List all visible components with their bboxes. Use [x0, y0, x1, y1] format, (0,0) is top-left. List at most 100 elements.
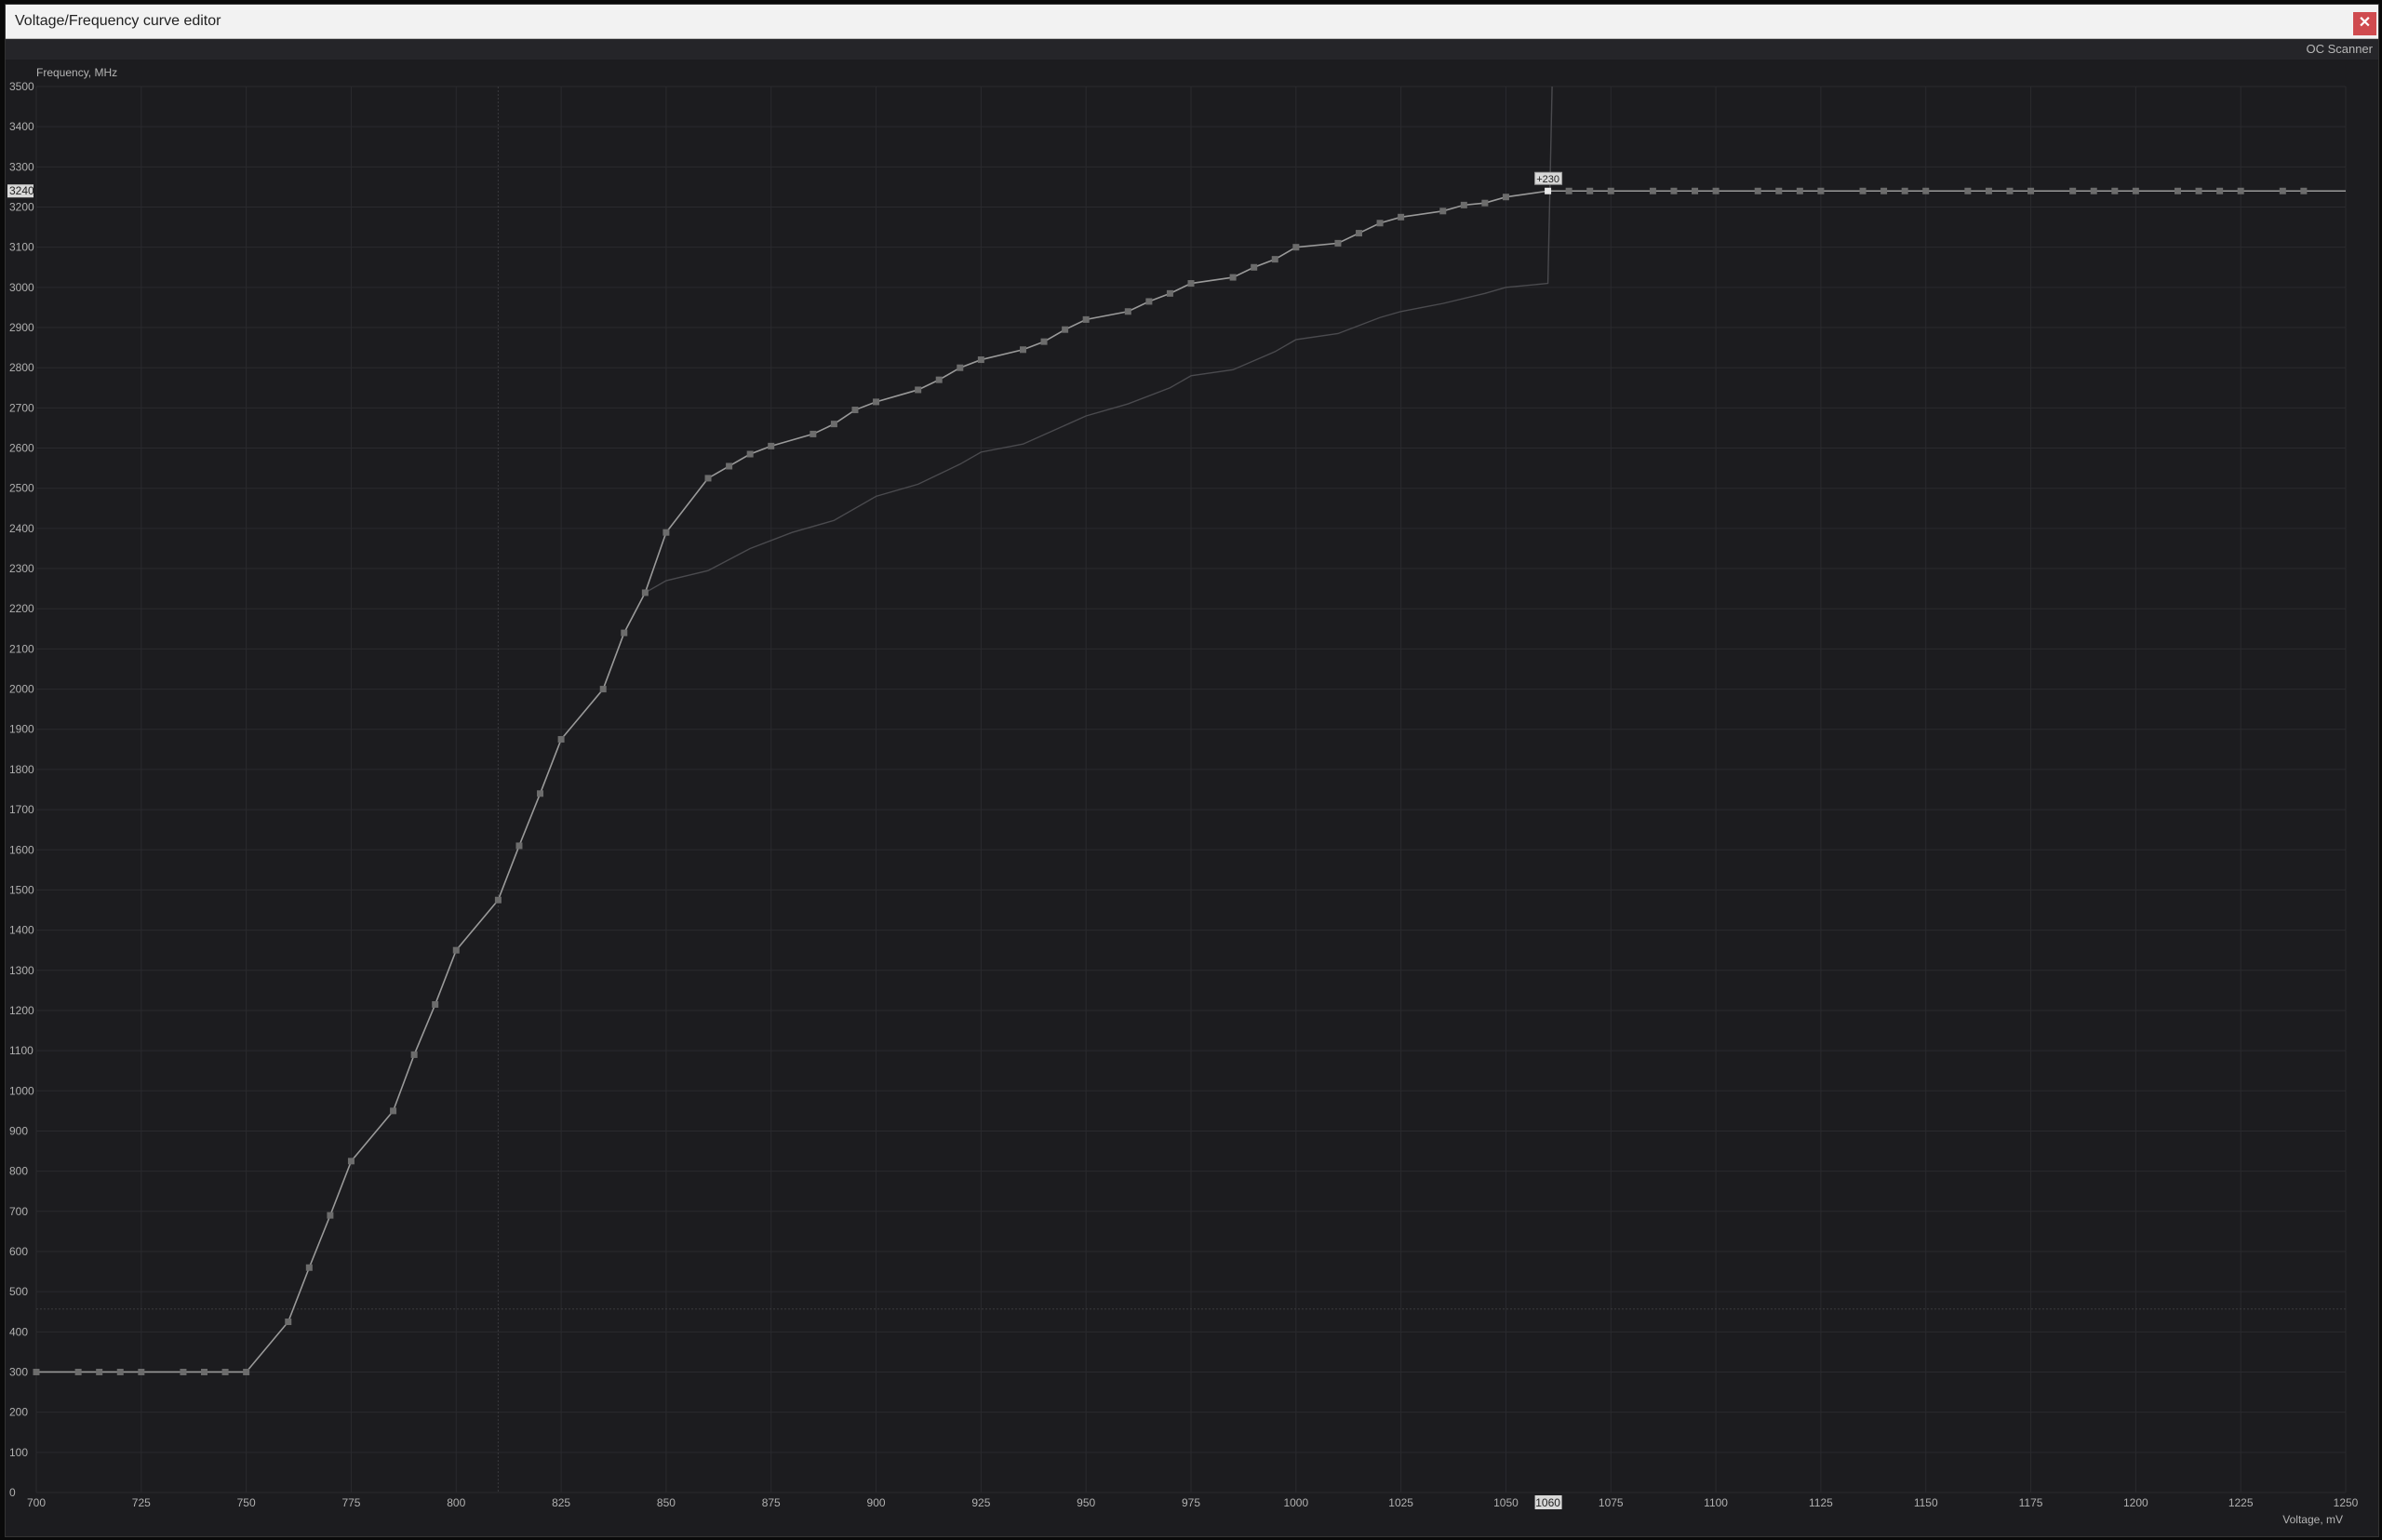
curve-point[interactable] — [1271, 256, 1278, 263]
curve-point[interactable] — [494, 896, 502, 904]
curve-point[interactable] — [1754, 187, 1761, 194]
curve-point[interactable] — [1460, 201, 1467, 208]
curve-point[interactable] — [1334, 239, 1342, 247]
curve-point[interactable] — [977, 356, 984, 364]
curve-point[interactable] — [1376, 220, 1384, 227]
curve-point[interactable] — [851, 407, 859, 414]
curve-point[interactable] — [1439, 208, 1447, 215]
curve-point[interactable] — [221, 1368, 229, 1375]
y-tick-label: 3000 — [9, 281, 34, 294]
curve-point[interactable] — [305, 1264, 313, 1271]
curve-point[interactable] — [116, 1368, 124, 1375]
curve-point[interactable] — [1692, 187, 1699, 194]
oc-scanner-button[interactable]: OC Scanner — [2306, 42, 2373, 56]
curve-point[interactable] — [1649, 187, 1656, 194]
y-tick-label: 3500 — [9, 80, 34, 93]
curve-point[interactable] — [1712, 187, 1720, 194]
curve-point[interactable] — [1019, 346, 1026, 354]
curve-point[interactable] — [33, 1368, 40, 1375]
curve-points[interactable] — [33, 187, 2308, 1375]
x-tick-label: 1025 — [1388, 1496, 1413, 1509]
curve-point[interactable] — [2216, 187, 2224, 194]
title-bar[interactable]: Voltage/Frequency curve editor ✕ — [6, 5, 2378, 39]
curve-point[interactable] — [1502, 194, 1509, 201]
curve-point[interactable] — [1796, 187, 1803, 194]
curve-point[interactable] — [1124, 308, 1131, 315]
curve-point[interactable] — [641, 589, 649, 596]
curve-point[interactable] — [1292, 244, 1300, 251]
curve-point[interactable] — [1565, 187, 1572, 194]
curve-point[interactable] — [1481, 199, 1489, 207]
curve-point[interactable] — [285, 1319, 292, 1326]
curve-point[interactable] — [915, 386, 922, 394]
curve-point[interactable] — [557, 736, 565, 743]
curve-point[interactable] — [746, 450, 754, 458]
curve-point[interactable] — [2111, 187, 2119, 194]
curve-point[interactable] — [1901, 187, 1908, 194]
curve-point[interactable] — [1082, 315, 1090, 323]
curve-point[interactable] — [1145, 298, 1153, 305]
y-tick-label: 3300 — [9, 160, 34, 173]
curve-point[interactable] — [96, 1368, 103, 1375]
curve-point[interactable] — [1859, 187, 1867, 194]
curve-point[interactable] — [1775, 187, 1783, 194]
curve-point[interactable] — [810, 430, 817, 437]
curve-point[interactable] — [2006, 187, 2014, 194]
selected-curve-point[interactable] — [1545, 187, 1552, 194]
curve-point[interactable] — [1964, 187, 1972, 194]
curve-point[interactable] — [957, 364, 964, 371]
curve-point[interactable] — [1251, 263, 1258, 271]
curve-point[interactable] — [1062, 326, 1069, 333]
x-tick-label: 725 — [132, 1496, 151, 1509]
curve-point[interactable] — [2195, 187, 2202, 194]
curve-point[interactable] — [1398, 213, 1405, 221]
curve-point[interactable] — [410, 1051, 418, 1058]
curve-point[interactable] — [935, 376, 943, 383]
curve-point[interactable] — [2090, 187, 2097, 194]
curve-point[interactable] — [1607, 187, 1614, 194]
curve-point[interactable] — [243, 1368, 250, 1375]
curve-point[interactable] — [2132, 187, 2139, 194]
curve-point[interactable] — [452, 946, 460, 954]
curve-point[interactable] — [599, 686, 607, 693]
close-button[interactable]: ✕ — [2353, 12, 2376, 35]
curve-point[interactable] — [1166, 289, 1173, 297]
curve-point[interactable] — [347, 1158, 355, 1165]
curve-point[interactable] — [1187, 280, 1195, 288]
curve-point[interactable] — [873, 398, 880, 406]
curve-point[interactable] — [537, 790, 544, 797]
curve-point[interactable] — [1040, 338, 1048, 345]
curve-point[interactable] — [662, 529, 670, 536]
curve-point[interactable] — [2237, 187, 2244, 194]
curve-point[interactable] — [726, 462, 733, 470]
edited-curve-line — [36, 190, 2346, 1373]
curve-point[interactable] — [1922, 187, 1930, 194]
curve-point[interactable] — [74, 1368, 82, 1375]
curve-point[interactable] — [432, 1000, 439, 1008]
curve-point[interactable] — [2279, 187, 2286, 194]
curve-point[interactable] — [768, 442, 775, 449]
curve-point[interactable] — [1670, 187, 1678, 194]
curve-point[interactable] — [180, 1368, 187, 1375]
x-tick-label: 975 — [1182, 1496, 1200, 1509]
curve-point[interactable] — [704, 475, 712, 482]
curve-point[interactable] — [138, 1368, 145, 1375]
curve-point[interactable] — [2300, 187, 2308, 194]
curve-point[interactable] — [2174, 187, 2181, 194]
curve-point[interactable] — [830, 421, 837, 428]
curve-point[interactable] — [1356, 230, 1363, 237]
curve-point[interactable] — [1586, 187, 1594, 194]
selected-frequency-label: 3240 — [9, 184, 34, 197]
curve-point[interactable] — [1229, 274, 1237, 281]
curve-point[interactable] — [515, 842, 523, 850]
curve-point[interactable] — [2069, 187, 2077, 194]
curve-point[interactable] — [390, 1107, 397, 1115]
curve-point[interactable] — [621, 629, 628, 636]
curve-point[interactable] — [1985, 187, 1992, 194]
curve-point[interactable] — [327, 1212, 334, 1219]
curve-point[interactable] — [201, 1368, 208, 1375]
curve-point[interactable] — [1817, 187, 1825, 194]
curve-point[interactable] — [1880, 187, 1888, 194]
curve-point[interactable] — [2027, 187, 2035, 194]
